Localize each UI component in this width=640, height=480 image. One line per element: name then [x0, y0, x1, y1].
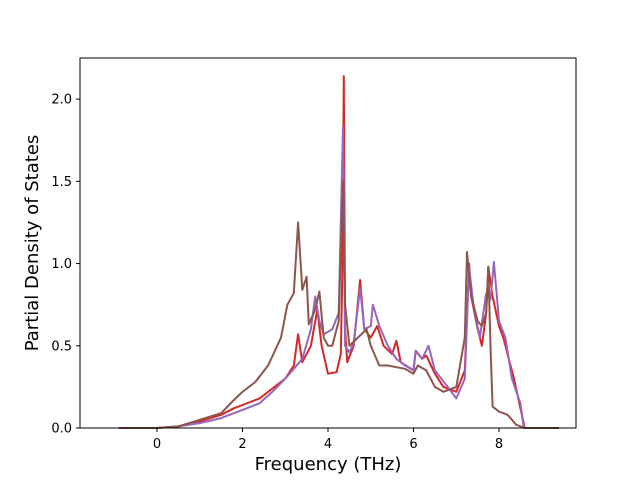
x-axis-title: Frequency (THz)	[255, 454, 402, 475]
x-tick-label: 6	[409, 437, 417, 452]
y-tick-label: 0.5	[51, 339, 72, 354]
y-axis-title: Partial Density of States	[22, 135, 43, 352]
y-tick-label: 1.0	[51, 257, 72, 272]
series-line-3	[118, 180, 559, 429]
y-tick-label: 2.0	[51, 93, 72, 108]
x-tick-label: 0	[153, 437, 161, 452]
x-axis: 0 2 4 6 8	[153, 428, 503, 452]
series-layer	[118, 75, 559, 429]
x-tick-label: 4	[324, 437, 332, 452]
y-tick-label: 1.5	[51, 175, 72, 190]
y-axis: 0.0 0.5 1.0 1.5 2.0	[51, 93, 80, 437]
y-tick-label: 0.0	[51, 422, 72, 437]
x-tick-label: 8	[495, 437, 503, 452]
x-tick-label: 2	[238, 437, 246, 452]
